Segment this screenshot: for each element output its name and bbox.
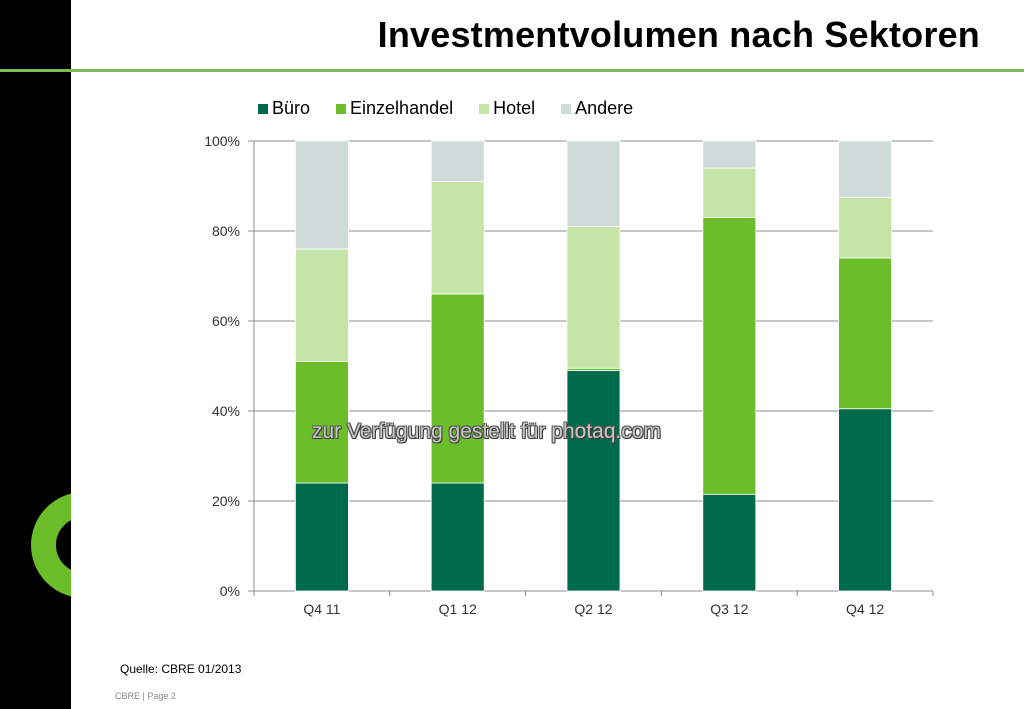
- bar-einzelhandel-q4-12: [838, 257, 892, 410]
- legend-swatch-icon: [258, 103, 268, 114]
- bar-büro-q2-12: [566, 370, 621, 592]
- ring-clip: [71, 480, 131, 610]
- y-tick-label: 100%: [204, 133, 240, 149]
- legend-label: Hotel: [493, 98, 536, 118]
- bar-einzelhandel-q1-12: [430, 293, 485, 484]
- bar-büro-q1-12: [430, 482, 485, 592]
- source-note: Quelle: CBRE 01/2013: [120, 662, 242, 676]
- legend-swatch-icon: [479, 103, 490, 114]
- legend-item-hotel: Hotel: [479, 98, 535, 119]
- watermark-text: zur Verfügung gestellt für photaq.com: [312, 420, 662, 443]
- y-tick-label: 80%: [212, 223, 240, 239]
- legend-swatch-icon: [561, 103, 572, 114]
- page-footer: CBRE | Page 2: [115, 691, 176, 701]
- y-tick-label: 0%: [220, 583, 240, 599]
- legend-item-büro: Büro: [258, 98, 310, 119]
- bar-büro-q4-11: [294, 482, 349, 592]
- legend-item-einzelhandel: Einzelhandel: [336, 98, 453, 119]
- bar-hotel-q2-12: [566, 226, 621, 369]
- bar-hotel-q4-11: [294, 248, 349, 362]
- x-tick-label: Q4 12: [846, 601, 884, 617]
- y-tick-label: 40%: [212, 403, 240, 419]
- x-tick-label: Q2 12: [574, 601, 612, 617]
- x-tick-label: Q1 12: [439, 601, 477, 617]
- bar-andere-q1-12: [430, 140, 485, 182]
- bar-hotel-q1-12: [430, 181, 485, 295]
- bar-andere-q4-12: [838, 140, 892, 198]
- bar-andere-q2-12: [566, 140, 621, 227]
- legend-swatch-icon: [336, 103, 347, 114]
- legend-label: Einzelhandel: [350, 98, 454, 118]
- bar-hotel-q3-12: [702, 167, 757, 218]
- y-tick-label: 60%: [212, 313, 240, 329]
- bar-einzelhandel-q3-12: [702, 217, 757, 495]
- bar-einzelhandel-q4-11: [294, 361, 349, 484]
- slide-title: Investmentvolumen nach Sektoren: [377, 14, 980, 55]
- x-tick-label: Q4 11: [303, 601, 340, 617]
- chart-legend: Büro Einzelhandel Hotel Andere: [258, 98, 659, 119]
- bar-andere-q3-12: [702, 140, 757, 169]
- bar-büro-q3-12: [702, 493, 757, 592]
- bar-hotel-q4-12: [838, 196, 892, 259]
- legend-item-andere: Andere: [561, 98, 633, 119]
- y-tick-label: 20%: [212, 493, 240, 509]
- legend-label: Andere: [575, 98, 634, 118]
- legend-label: Büro: [272, 98, 311, 118]
- bar-andere-q4-11: [294, 140, 349, 250]
- bar-büro-q4-12: [838, 408, 892, 592]
- title-rule: [0, 69, 1024, 72]
- x-tick-label: Q3 12: [710, 601, 748, 617]
